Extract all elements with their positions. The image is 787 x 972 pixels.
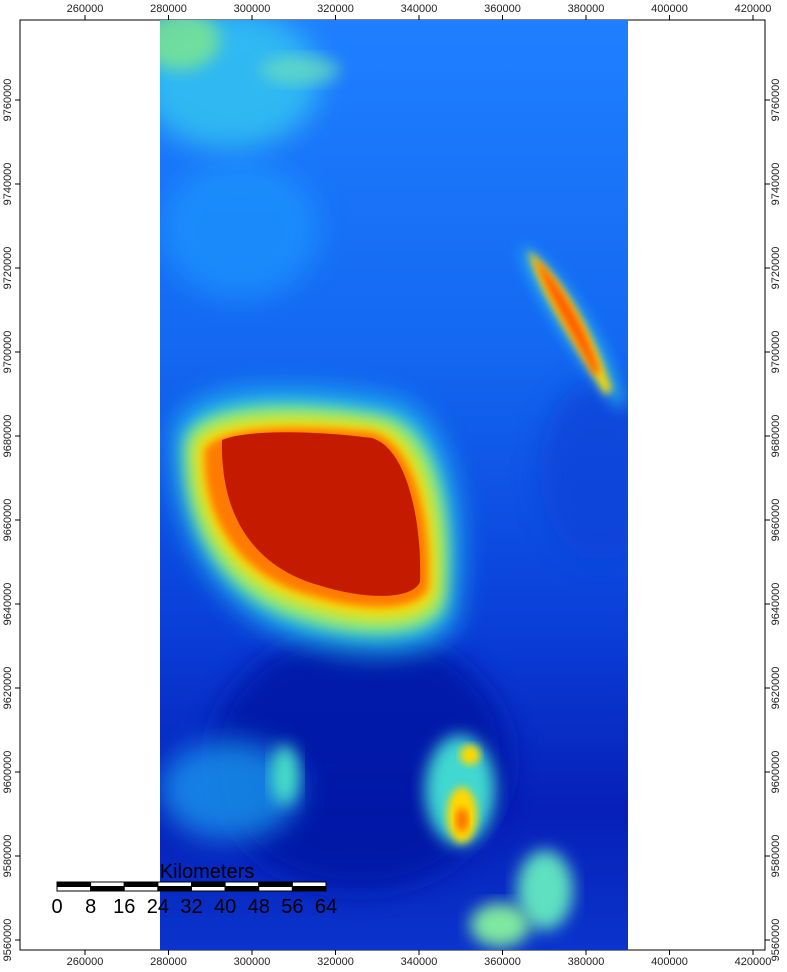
x-tick-label-top: 340000 [401,3,438,15]
scale-bar-segments [56,881,327,892]
x-tick-label-bottom: 360000 [484,956,521,968]
scale-bar-label: 0 [51,896,62,918]
y-tick-label-left: 9560000 [2,919,14,962]
y-tick-label-right: 9580000 [770,835,782,878]
y-tick-label-left: 9700000 [2,331,14,374]
scale-bar-labels: 0 8 16 24 32 40 48 56 64 [51,896,337,918]
y-tick-label-left: 9600000 [2,751,14,794]
y-tick-label-right: 9620000 [770,667,782,710]
scale-bar-label: 48 [248,896,270,918]
scale-segment-top [90,881,125,887]
x-tick-label-top: 280000 [150,3,187,15]
x-tick-label-top: 420000 [735,3,772,15]
scale-bar-label: 8 [85,896,96,918]
x-tick-label-bottom: 380000 [568,956,605,968]
y-tick-label-left: 9620000 [2,667,14,710]
scale-bar-label: 64 [315,896,337,918]
scale-segment-bottom [191,886,226,892]
y-axis-right: 9760000 9740000 9720000 9700000 9680000 96600… [765,79,782,962]
x-tick-label-bottom: 260000 [67,956,104,968]
scale-segment-top [56,881,92,887]
y-tick-label-right: 9660000 [770,499,782,542]
y-tick-label-right: 9760000 [770,79,782,122]
scale-segment-top [258,881,293,887]
y-tick-label-left: 9580000 [2,835,14,878]
scale-segment-bottom [258,886,293,892]
scale-bar-label: 40 [214,896,236,918]
scale-segment-bottom [123,886,159,892]
scale-segment-bottom [90,886,125,892]
x-tick-label-bottom: 400000 [651,956,688,968]
y-tick-label-right: 9720000 [770,247,782,290]
scale-bar-label: 16 [113,896,135,918]
x-tick-label-top: 300000 [234,3,271,15]
y-tick-label-left: 9640000 [2,583,14,626]
x-tick-label-bottom: 280000 [150,956,187,968]
scale-segment-top [191,881,226,887]
x-tick-label-top: 400000 [651,3,688,15]
x-tick-label-bottom: 300000 [234,956,271,968]
scale-bar-label: 24 [147,896,169,918]
scale-segment-top [123,881,159,887]
scale-segment-top [224,881,260,887]
x-tick-label-bottom: 340000 [401,956,438,968]
x-tick-label-top: 260000 [67,3,104,15]
scale-segment-bottom [224,886,260,892]
scale-segment-top [291,881,327,887]
x-tick-label-top: 380000 [568,3,605,15]
scale-bar-label: 32 [180,896,202,918]
scale-bar: Kilometers 0 8 16 24 32 40 48 56 64 [51,861,337,918]
x-tick-label-bottom: 320000 [317,956,354,968]
scale-segment-bottom [56,886,92,892]
y-tick-label-left: 9760000 [2,79,14,122]
y-tick-label-right: 9740000 [770,163,782,206]
y-tick-label-left: 9740000 [2,163,14,206]
x-tick-label-bottom: 420000 [735,956,772,968]
scale-segment-bottom [157,886,192,892]
y-tick-label-left: 9680000 [2,415,14,458]
y-tick-label-right: 9560000 [770,919,782,962]
y-tick-label-right: 9640000 [770,583,782,626]
x-axis-bottom: 260000 280000 300000 320000 340000 360000 3800… [67,950,772,968]
y-tick-label-right: 9680000 [770,415,782,458]
x-axis-top: 260000 280000 300000 320000 340000 360000 3800… [67,3,772,20]
y-tick-label-left: 9660000 [2,499,14,542]
scale-bar-title: Kilometers [160,861,254,883]
elevation-raster [160,20,628,950]
y-axis-left: 9760000 9740000 9720000 9700000 9680000 96600… [2,79,20,962]
y-tick-label-right: 9700000 [770,331,782,374]
scale-segment-bottom [291,886,327,892]
x-tick-label-top: 320000 [317,3,354,15]
scale-bar-label: 56 [281,896,303,918]
y-tick-label-left: 9720000 [2,247,14,290]
x-tick-label-top: 360000 [484,3,521,15]
scale-segment-top [157,881,192,887]
y-tick-label-right: 9600000 [770,751,782,794]
